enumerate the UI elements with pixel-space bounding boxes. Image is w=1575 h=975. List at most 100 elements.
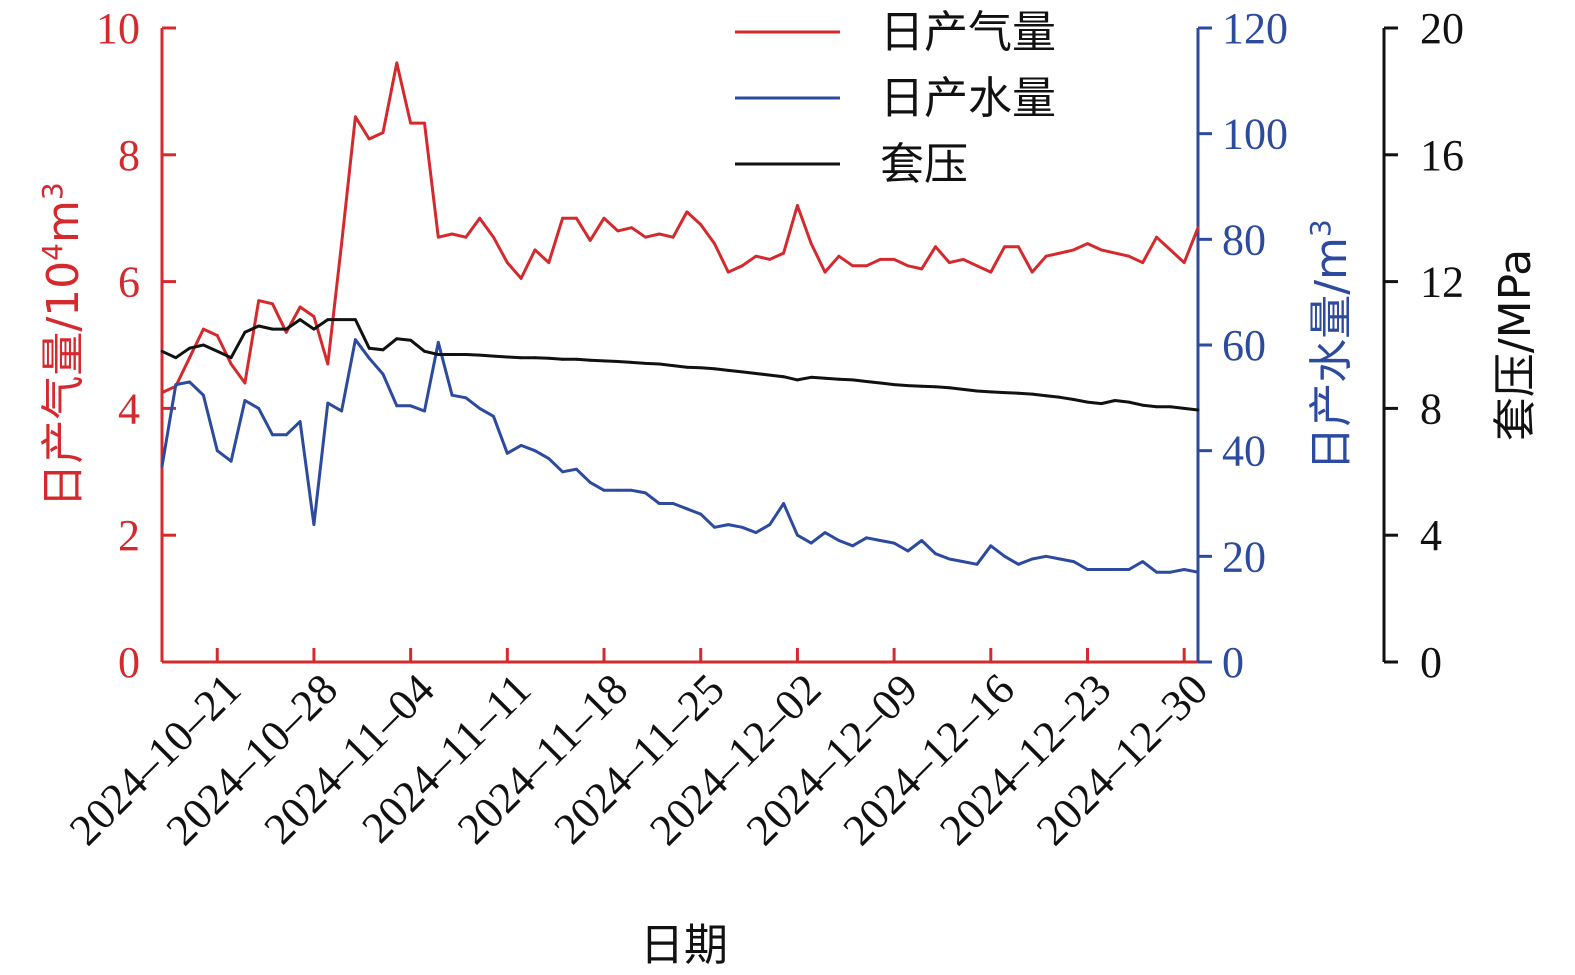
data-point: [243, 381, 247, 385]
series-points-1: [160, 61, 1200, 394]
data-point: [657, 362, 661, 366]
data-point: [644, 491, 647, 495]
data-point: [257, 407, 261, 410]
data-point: [160, 465, 164, 468]
data-point: [851, 378, 855, 382]
data-point: [547, 356, 551, 360]
data-point: [671, 502, 675, 505]
data-point: [561, 470, 564, 474]
left-tick-label: 2: [118, 511, 140, 560]
data-point: [326, 401, 330, 405]
data-point: [823, 531, 827, 534]
data-point: [1072, 248, 1076, 252]
data-point: [575, 467, 578, 471]
data-point: [215, 349, 219, 353]
data-point: [533, 356, 537, 360]
data-point: [174, 383, 178, 386]
data-point: [1003, 245, 1006, 249]
data-point: [961, 560, 965, 563]
x-axis-title: 日期: [640, 920, 728, 971]
series-points-2: [160, 338, 1200, 574]
data-point: [478, 353, 482, 357]
data-point: [1030, 270, 1034, 274]
data-point: [809, 375, 813, 379]
water-tick-label: 20: [1222, 532, 1266, 581]
data-point: [588, 358, 592, 362]
data-point: [257, 299, 261, 302]
series-line-2: [160, 338, 1199, 574]
data-point: [160, 391, 164, 394]
data-point: [644, 362, 647, 365]
data-point: [257, 324, 261, 328]
water-axis-title-part: 日产水量/m: [1306, 237, 1357, 471]
data-point: [906, 264, 910, 268]
water-tick-label: 120: [1222, 4, 1288, 53]
data-point: [685, 210, 689, 214]
data-point: [975, 562, 979, 566]
left-tick-label: 10: [96, 4, 140, 53]
data-point: [657, 502, 661, 505]
data-point: [1127, 400, 1131, 404]
data-point: [271, 433, 274, 437]
data-point: [450, 232, 454, 236]
data-point: [492, 414, 495, 418]
data-point: [726, 369, 730, 372]
data-point: [782, 502, 785, 505]
data-point: [188, 356, 192, 360]
series-line-1: [161, 61, 1200, 394]
data-point: [934, 245, 937, 249]
data-point: [713, 242, 716, 246]
data-point: [754, 372, 758, 375]
data-point: [1072, 560, 1076, 563]
data-point: [284, 327, 288, 331]
data-point: [865, 380, 868, 383]
data-point: [726, 523, 730, 526]
data-point: [450, 353, 454, 356]
data-point: [395, 404, 399, 408]
data-point: [395, 337, 399, 341]
data-point: [1155, 405, 1158, 409]
data-point: [1169, 248, 1172, 252]
data-point: [602, 488, 606, 492]
data-point: [547, 261, 551, 264]
data-point: [616, 488, 620, 492]
data-point: [340, 318, 343, 321]
data-point: [464, 353, 468, 356]
water-tick-label: 40: [1222, 427, 1266, 476]
data-point: [975, 389, 979, 393]
left-axis-title-part: m: [38, 200, 89, 243]
data-point: [326, 362, 330, 366]
data-point: [561, 216, 564, 220]
data-point: [699, 512, 703, 516]
data-point: [1086, 400, 1089, 404]
data-point: [671, 364, 675, 367]
data-point: [1182, 407, 1186, 410]
data-point: [768, 523, 772, 526]
water-axis-title-part: 3: [1304, 219, 1337, 237]
data-point: [602, 216, 606, 220]
data-point: [906, 384, 910, 387]
data-point: [229, 362, 233, 366]
data-point: [409, 338, 412, 342]
data-point: [920, 539, 924, 542]
left-tick-label: 0: [118, 638, 140, 687]
data-point: [630, 226, 634, 230]
data-point: [1141, 560, 1145, 563]
data-point: [975, 264, 979, 268]
data-point: [685, 507, 689, 511]
data-point: [215, 449, 219, 453]
data-point: [284, 433, 288, 437]
data-point: [326, 318, 330, 321]
water-tick-label: 100: [1222, 110, 1288, 159]
data-point: [1141, 403, 1145, 407]
data-point: [1141, 261, 1145, 264]
data-point: [367, 356, 371, 360]
data-point: [271, 327, 274, 331]
data-point: [989, 544, 993, 548]
data-point: [754, 254, 758, 258]
legend-label: 日产水量: [880, 73, 1056, 124]
data-point: [878, 258, 882, 261]
data-point: [892, 258, 896, 261]
data-point: [1003, 554, 1006, 558]
data-point: [699, 223, 703, 226]
